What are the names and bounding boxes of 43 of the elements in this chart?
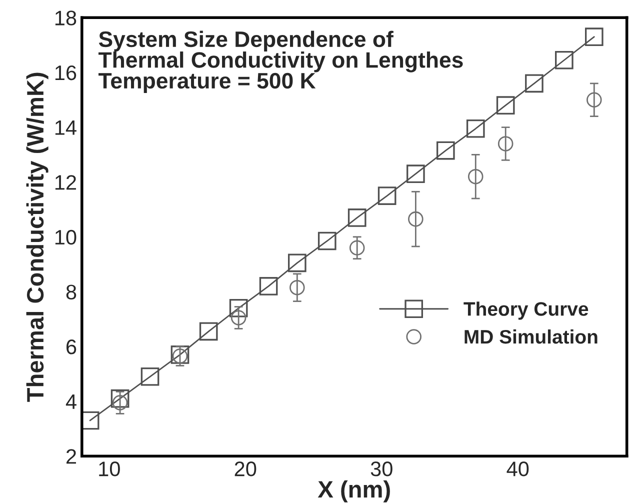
x-tick-label: 30 [370,462,392,476]
point [199,322,218,341]
point [349,240,365,256]
point [140,367,160,386]
point [348,208,366,227]
x-tick-label: 20 [234,462,256,476]
point [112,395,128,410]
point [406,164,425,184]
point [466,119,485,138]
y-tick-label: 18 [55,10,76,26]
x-tick-label: 40 [506,462,529,476]
y-tick-label: 14 [55,120,76,135]
y-tick-label: 4 [66,394,76,409]
point [259,277,278,296]
y-tick-label: 2 [66,449,76,464]
point [584,28,604,46]
annotation: System Size Dependence of Thermal Conductivity on Lengthes Temperature = 500 K [98,30,463,94]
point [288,254,306,272]
point [555,50,574,70]
point [230,310,246,326]
point [436,141,455,160]
point [82,411,100,430]
y-tick-label: 10 [55,230,76,245]
point [290,280,305,296]
y-tick-label: 8 [66,284,76,300]
y-tick-label: 16 [55,65,76,80]
point [378,186,396,205]
point [229,298,248,318]
point [110,389,130,408]
point [468,168,484,184]
legend-label: MD Simulation [464,329,598,344]
point [318,232,336,250]
y-tick-label: 12 [55,175,76,190]
legend-label: Theory Curve [464,302,588,320]
point [525,74,544,93]
y-tick-label: 6 [66,340,76,354]
point [498,136,514,152]
x-axis-title: X (nm) [318,480,390,502]
point [496,96,515,115]
y-axis-title: Thermal Conductivity (W/mK) [26,72,48,402]
x-tick-label: 10 [99,462,120,476]
point [586,92,602,108]
point [408,211,424,227]
